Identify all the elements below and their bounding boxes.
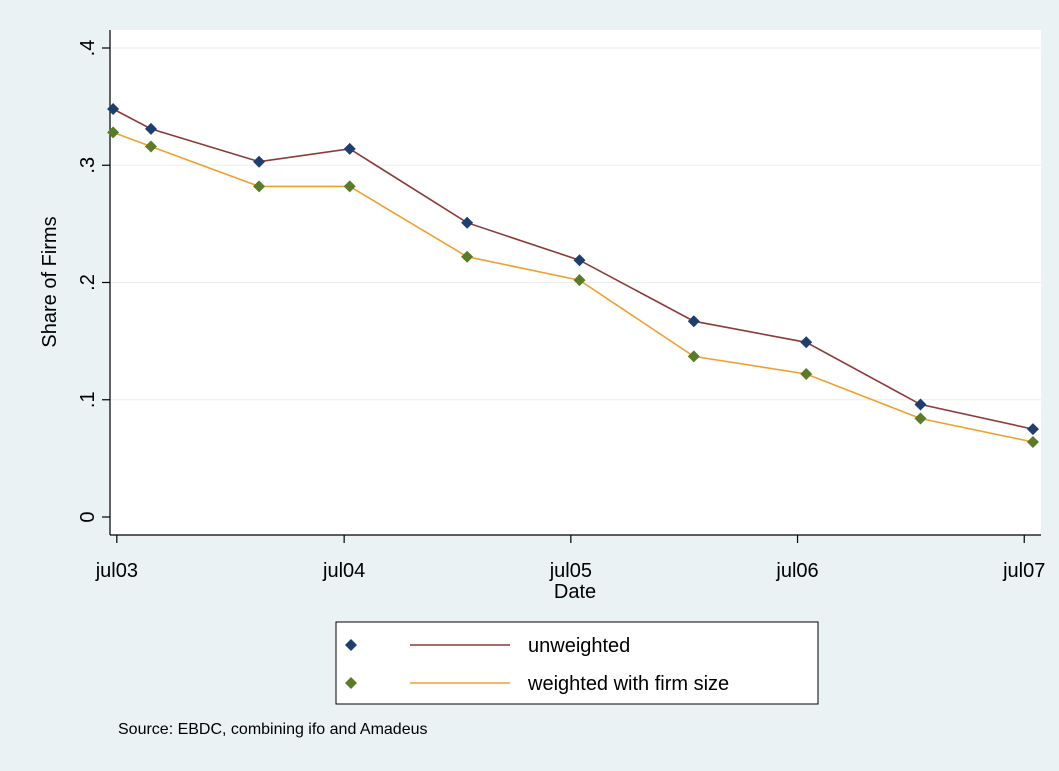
y-tick-label: .2 [77,274,99,291]
data-point-unweighted [914,398,927,411]
data-point-weighted-with-firm-size [461,250,474,263]
y-tick-label: .1 [77,391,99,408]
data-point-weighted-with-firm-size [107,126,120,139]
data-point-unweighted [800,336,813,349]
legend-box [335,621,819,705]
data-point-weighted-with-firm-size [687,350,700,363]
y-tick-label: .3 [77,157,99,174]
data-point-unweighted [573,254,586,267]
grid-lines [110,47,1041,401]
x-tick-label: jul07 [1002,560,1045,582]
data-point-weighted-with-firm-size [1026,435,1039,448]
x-tick-label: jul03 [95,560,138,582]
data-point-unweighted [107,102,120,115]
y-axis-ticks: 0 .1 .2 .3 .4 [77,40,110,523]
series-line-unweighted [112,108,1034,430]
y-axis-title: Share of Firms [39,216,61,347]
data-point-weighted-with-firm-size [253,180,266,193]
data-point-weighted-with-firm-size [914,412,927,425]
data-point-weighted-with-firm-size [343,180,356,193]
data-point-unweighted [1026,423,1039,436]
x-tick-label: jul04 [322,560,365,582]
source-note: Source: EBDC, combining ifo and Amadeus [118,721,428,738]
data-point-unweighted [687,315,700,328]
data-point-unweighted [144,122,157,135]
x-axis-title: Date [554,581,596,603]
legend-label-weighted: weighted with firm size [527,673,729,695]
legend-label-unweighted: unweighted [528,635,630,657]
legend: unweighted weighted with firm size [335,621,819,705]
y-tick-label: 0 [77,511,99,522]
data-point-weighted-with-firm-size [144,140,157,153]
data-point-weighted-with-firm-size [573,274,586,287]
series-line-weighted-with-firm-size [112,131,1034,443]
data-point-weighted-with-firm-size [800,367,813,380]
x-axis-ticks: jul03 jul04 jul05 jul06 jul07 [95,535,1045,582]
data-point-unweighted [253,155,266,168]
data-point-unweighted [461,216,474,229]
y-tick-label: .4 [77,40,99,57]
legend-marker-unweighted [345,639,357,651]
legend-marker-weighted [345,677,357,689]
x-tick-label: jul05 [549,560,592,582]
data-point-unweighted [343,142,356,155]
series-group [107,102,1039,448]
x-tick-label: jul06 [775,560,818,582]
